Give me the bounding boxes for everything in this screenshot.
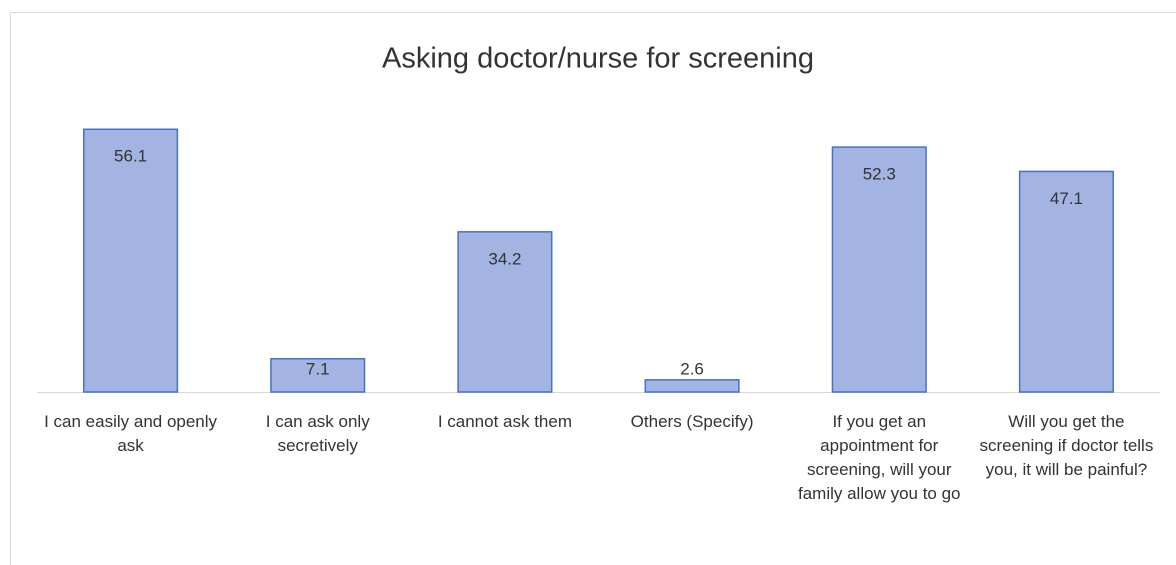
bar (1018, 170, 1114, 393)
x-tick-label: If you get an appointment for screening,… (797, 412, 961, 503)
chart-title: Asking doctor/nurse for screening (382, 43, 814, 75)
bar (644, 379, 740, 393)
x-tick-label: Others (Specify) (630, 412, 754, 431)
chart-border (10, 12, 1176, 565)
data-label: 56.1 (114, 147, 147, 166)
bar (831, 146, 927, 393)
data-label: 52.3 (863, 165, 896, 184)
x-tick-label: Will you get the screening if doctor tel… (979, 412, 1154, 479)
x-tick-label: I can ask only secretively (265, 412, 370, 455)
data-label: 2.6 (680, 359, 704, 378)
x-tick-label: I can easily and openly ask (44, 412, 218, 455)
bar (270, 357, 366, 393)
bar (457, 231, 553, 393)
data-label: 34.2 (488, 249, 521, 268)
bar (83, 128, 179, 393)
data-label: 7.1 (306, 359, 330, 378)
data-label: 47.1 (1050, 189, 1083, 208)
x-tick-label: I cannot ask them (437, 412, 572, 431)
